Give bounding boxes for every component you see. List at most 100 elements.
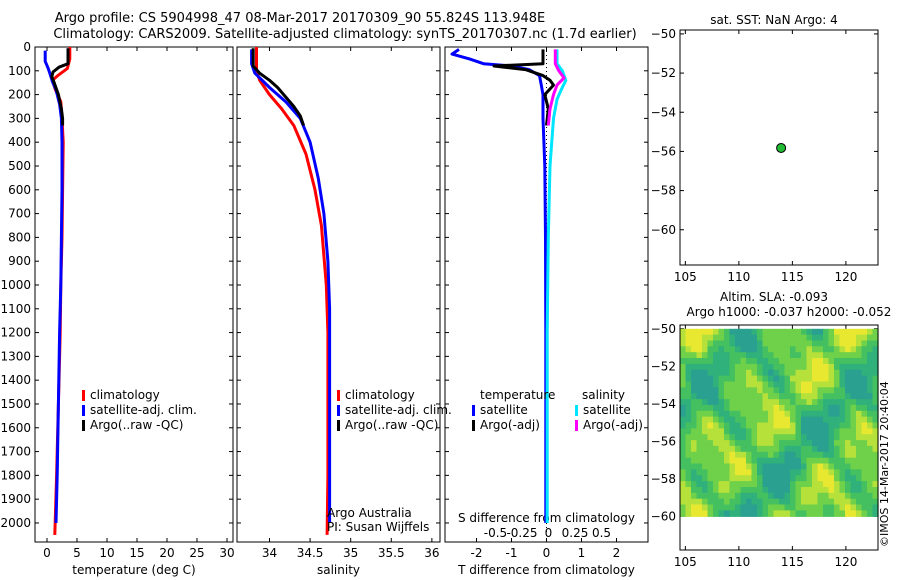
heatmap-cell	[795, 363, 802, 371]
heatmap-cell	[779, 352, 786, 359]
heatmap-cell	[724, 445, 731, 453]
heatmap-cell	[812, 404, 819, 412]
heatmap-cell	[751, 457, 758, 465]
heatmap-cell	[773, 393, 780, 400]
heatmap-cell	[680, 346, 687, 353]
heatmap-cell	[812, 475, 819, 482]
heatmap-cell	[801, 492, 808, 500]
heatmap-cell	[823, 481, 830, 488]
heatmap-cell	[806, 352, 813, 359]
heatmap-cell	[834, 475, 841, 482]
heatmap-cell	[817, 387, 824, 394]
heatmap-cell	[779, 463, 786, 470]
heatmap-cell	[856, 492, 863, 500]
heatmap-cell	[806, 487, 813, 494]
heatmap-cell	[751, 475, 758, 482]
heatmap-cell	[729, 492, 736, 500]
heatmap-cell	[861, 340, 868, 347]
heatmap-cell	[823, 328, 830, 336]
heatmap-cell	[729, 504, 736, 511]
series-line	[450, 48, 548, 523]
heatmap-cell	[702, 375, 709, 383]
heatmap-cell	[834, 334, 841, 342]
heatmap-cell	[817, 457, 824, 465]
heatmap-cell	[768, 422, 775, 429]
heatmap-cell	[696, 422, 703, 429]
heatmap-cell	[817, 451, 824, 459]
heatmap-cell	[768, 498, 775, 506]
heatmap-cell	[713, 387, 720, 394]
legend-label: climatology	[345, 388, 415, 402]
heatmap-cell	[839, 328, 846, 336]
heatmap-cell	[696, 487, 703, 494]
heatmap-cell	[850, 463, 857, 470]
heatmap-cell	[812, 334, 819, 342]
heatmap-cell	[801, 393, 808, 400]
heatmap-cell	[762, 492, 769, 500]
heatmap-cell	[817, 369, 824, 377]
heatmap-cell	[707, 334, 714, 342]
heatmap-cell	[861, 434, 868, 441]
heatmap-cell	[850, 445, 857, 453]
heatmap-cell	[867, 416, 874, 424]
heatmap-cell	[845, 463, 852, 470]
heatmap-cell	[762, 375, 769, 383]
heatmap-cell	[691, 340, 698, 347]
heatmap-cell	[685, 487, 692, 494]
heatmap-cell	[784, 352, 791, 359]
heatmap-cell	[839, 457, 846, 465]
heatmap-cell	[872, 404, 879, 412]
heatmap-cell	[872, 463, 879, 470]
heatmap-cell	[850, 481, 857, 488]
heatmap-cell	[757, 404, 764, 412]
y-tick-label: 1900	[0, 492, 31, 506]
heatmap-cell	[757, 393, 764, 400]
heatmap-cell	[839, 369, 846, 377]
heatmap-cell	[757, 487, 764, 494]
heatmap-cell	[779, 481, 786, 488]
heatmap-cell	[839, 422, 846, 429]
heatmap-cell	[872, 481, 879, 488]
heatmap-cell	[718, 399, 725, 406]
heatmap-cell	[823, 375, 830, 383]
heatmap-cell	[685, 428, 692, 435]
heatmap-cell	[751, 410, 758, 418]
heatmap-cell	[768, 481, 775, 488]
heatmap-cell	[850, 387, 857, 394]
heatmap-cell	[801, 328, 808, 336]
heatmap-cell	[867, 358, 874, 365]
heatmap-cell	[729, 416, 736, 424]
heatmap-cell	[762, 340, 769, 347]
heatmap-cell	[817, 492, 824, 500]
heatmap-cell	[790, 504, 797, 511]
heatmap-cell	[828, 340, 835, 347]
heatmap-cell	[696, 393, 703, 400]
heatmap-cell	[779, 363, 786, 371]
x-tick-label: 1	[578, 546, 586, 560]
heatmap-cell	[801, 352, 808, 359]
heatmap-cell	[757, 381, 764, 388]
heatmap-cell	[707, 422, 714, 429]
heatmap-cell	[823, 475, 830, 482]
heatmap-cell	[784, 475, 791, 482]
heatmap-cell	[801, 358, 808, 365]
heatmap-cell	[746, 340, 753, 347]
heatmap-cell	[867, 363, 874, 371]
heatmap-cell	[856, 457, 863, 465]
heatmap-cell	[718, 334, 725, 342]
heatmap-cell	[773, 475, 780, 482]
heatmap-cell	[735, 445, 742, 453]
heatmap-cell	[751, 369, 758, 377]
heatmap-cell	[867, 504, 874, 511]
heatmap-cell	[735, 451, 742, 459]
heatmap-cell	[691, 469, 698, 476]
y-tick-label: 1600	[0, 421, 31, 435]
heatmap-cell	[773, 504, 780, 511]
heatmap-cell	[795, 440, 802, 447]
heatmap-cell	[795, 492, 802, 500]
heatmap-cell	[735, 422, 742, 429]
heatmap-cell	[806, 363, 813, 371]
heatmap-cell	[801, 510, 808, 517]
heatmap-cell	[702, 457, 709, 465]
heatmap-cell	[817, 422, 824, 429]
